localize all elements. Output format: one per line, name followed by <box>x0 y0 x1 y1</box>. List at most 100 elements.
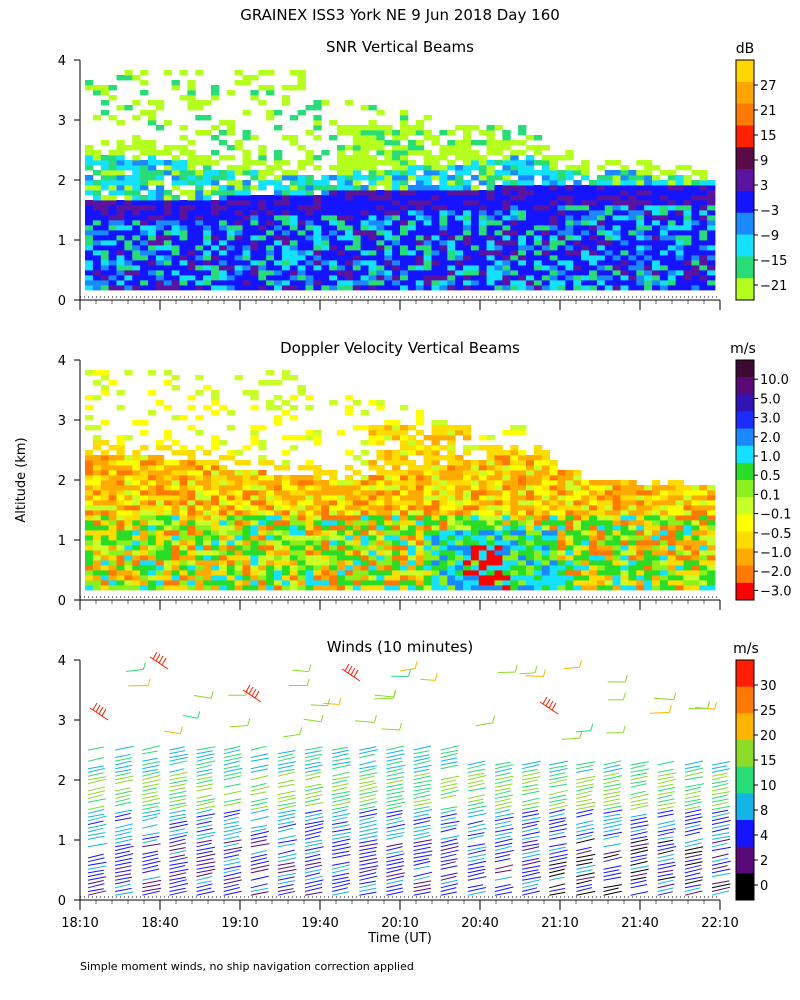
doppler-cell <box>140 500 149 506</box>
snr-cell <box>439 260 448 266</box>
snr-cell <box>171 275 180 281</box>
doppler-cell <box>195 535 204 541</box>
doppler-cell <box>337 495 346 501</box>
snr-cell <box>549 185 558 191</box>
doppler-cell <box>557 530 566 536</box>
snr-cell <box>400 135 409 141</box>
snr-cell <box>100 180 110 186</box>
doppler-cell <box>218 550 228 556</box>
snr-cell <box>659 235 669 241</box>
doppler-cell <box>557 555 566 561</box>
wind-barb <box>114 787 131 792</box>
doppler-cell <box>533 560 543 566</box>
snr-cell <box>368 245 377 251</box>
doppler-cell <box>652 585 661 591</box>
snr-cell <box>541 190 551 196</box>
doppler-cell <box>557 475 566 481</box>
doppler-cell <box>250 580 259 586</box>
snr-cell <box>604 260 614 266</box>
doppler-cell <box>289 580 299 586</box>
snr-cell <box>604 275 614 281</box>
snr-cell <box>707 260 716 266</box>
snr-cell <box>203 260 212 266</box>
snr-cell <box>116 150 125 156</box>
doppler-cell <box>289 445 299 451</box>
snr-cell <box>486 165 495 171</box>
wind-barb <box>169 760 188 766</box>
snr-cell <box>486 225 495 231</box>
doppler-cell <box>258 515 267 521</box>
snr-cell <box>337 210 346 216</box>
doppler-cell <box>100 525 110 531</box>
snr-cell <box>100 220 110 226</box>
doppler-cell <box>376 560 385 566</box>
doppler-cell <box>376 520 385 526</box>
doppler-cell <box>281 495 291 501</box>
snr-cell <box>352 185 362 191</box>
doppler-x-ticks <box>79 596 721 610</box>
doppler-cell <box>502 530 511 536</box>
doppler-cell <box>329 565 338 571</box>
doppler-cell <box>203 450 212 456</box>
doppler-cell <box>179 565 188 571</box>
snr-cell <box>502 240 511 246</box>
snr-cell <box>258 270 267 276</box>
snr-cell <box>155 255 165 261</box>
doppler-cell <box>132 580 141 586</box>
doppler-cell <box>368 460 377 466</box>
doppler-cell <box>478 520 488 526</box>
snr-cell <box>400 210 409 216</box>
wind-barb <box>114 745 135 751</box>
doppler-cell <box>195 375 204 381</box>
doppler-cell <box>297 580 306 586</box>
snr-cell <box>171 240 180 246</box>
doppler-cell <box>652 565 661 571</box>
doppler-cell <box>368 585 377 591</box>
doppler-cell <box>305 395 314 401</box>
snr-cell <box>604 210 614 216</box>
doppler-cell <box>100 535 110 541</box>
doppler-cell <box>274 580 283 586</box>
doppler-cell <box>218 480 228 486</box>
snr-cell <box>344 145 354 151</box>
doppler-cell <box>266 550 275 556</box>
doppler-cell <box>463 445 472 451</box>
doppler-cell <box>211 520 220 526</box>
doppler-cell <box>407 500 417 506</box>
wind-barb <box>250 786 270 792</box>
snr-cell <box>407 240 417 246</box>
snr-cell <box>376 130 385 136</box>
doppler-cell <box>100 490 110 496</box>
doppler-cell <box>155 495 165 501</box>
wind-barb <box>223 767 243 773</box>
doppler-cell <box>439 540 448 546</box>
doppler-cell <box>415 445 425 451</box>
doppler-cell <box>526 540 535 546</box>
snr-cell <box>620 180 629 186</box>
doppler-cell <box>234 560 243 566</box>
snr-cell <box>281 95 291 101</box>
doppler-cell <box>100 485 110 491</box>
snr-cell <box>376 145 385 151</box>
doppler-cell <box>155 455 165 461</box>
doppler-cell <box>652 495 661 501</box>
snr-cell <box>683 225 692 231</box>
doppler-cell <box>541 500 551 506</box>
doppler-cell <box>683 535 692 541</box>
doppler-cell <box>557 545 566 551</box>
doppler-cell <box>478 585 488 591</box>
doppler-cell <box>486 540 495 546</box>
doppler-cell <box>376 570 385 576</box>
snr-cell <box>274 280 283 286</box>
doppler-cell <box>463 450 472 456</box>
snr-cell <box>155 270 165 276</box>
doppler-cell <box>337 515 346 521</box>
snr-cell <box>557 265 566 271</box>
wind-barb <box>196 853 216 859</box>
snr-cell <box>203 265 212 271</box>
snr-cell <box>423 170 432 176</box>
doppler-cell <box>620 480 629 486</box>
snr-cell <box>502 220 511 226</box>
doppler-cell <box>447 470 456 476</box>
snr-cell <box>683 175 692 181</box>
